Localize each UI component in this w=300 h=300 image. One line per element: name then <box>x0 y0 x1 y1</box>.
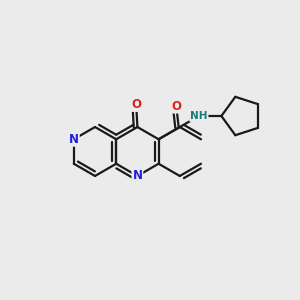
Text: O: O <box>171 100 181 112</box>
Text: N: N <box>132 169 142 182</box>
Text: NH: NH <box>190 111 208 121</box>
Text: N: N <box>69 133 79 146</box>
Text: O: O <box>131 98 141 111</box>
